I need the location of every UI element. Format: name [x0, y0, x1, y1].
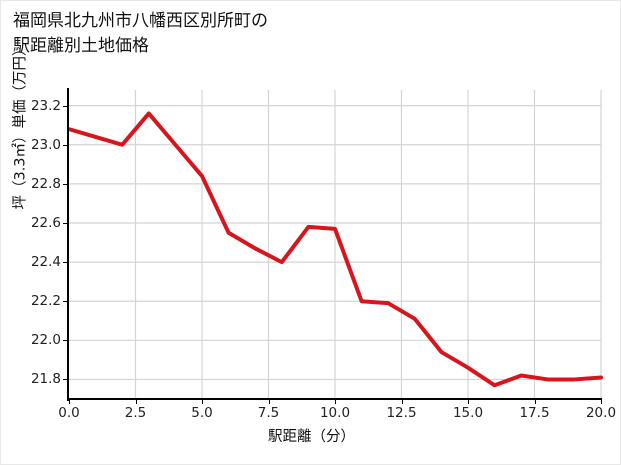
y-tick-mark: [63, 183, 67, 185]
x-tick-mark: [468, 400, 469, 404]
y-tick-label: 22.4: [30, 254, 61, 271]
x-tick-label: 7.5: [257, 405, 280, 421]
x-tick-mark: [202, 400, 203, 404]
y-tick-mark: [63, 379, 67, 381]
x-tick-mark: [534, 400, 536, 404]
x-axis-spine: [67, 398, 602, 400]
y-tick-mark: [63, 301, 67, 303]
y-tick-label: 22.6: [30, 214, 61, 231]
y-tick-label: 22.8: [30, 175, 61, 192]
y-tick-label: 22.2: [30, 293, 61, 310]
x-tick-label: 5.0: [191, 405, 213, 421]
y-axis-label: 坪（3.3㎡）単価（万円）: [12, 41, 29, 210]
price-line-series: [67, 111, 603, 388]
x-tick-mark: [268, 400, 270, 404]
y-tick-mark: [63, 222, 67, 224]
x-tick-label: 10.0: [319, 405, 351, 421]
x-tick-mark: [335, 400, 336, 404]
y-tick-mark: [63, 262, 67, 264]
chart-title: 福岡県北九州市八幡西区別所町の 駅距離別土地価格: [13, 11, 268, 56]
y-tick-mark: [63, 144, 67, 146]
x-tick-label: 12.5: [386, 405, 417, 421]
y-tick-label: 23.0: [30, 136, 61, 153]
x-tick-label: 0.0: [58, 405, 80, 421]
x-tick-mark: [401, 400, 403, 404]
data-line: [67, 111, 603, 388]
y-axis-spine: [67, 88, 69, 401]
grid-lines: [69, 90, 602, 399]
x-tick-label: 17.5: [519, 405, 550, 421]
x-axis-label: 駅距離（分）: [268, 429, 355, 445]
x-tick-label: 15.0: [452, 405, 484, 421]
y-tick-mark: [63, 105, 67, 107]
y-tick-mark: [63, 340, 67, 342]
x-tick-mark: [135, 400, 137, 404]
x-tick-mark: [601, 400, 602, 404]
y-tick-label: 21.8: [30, 371, 61, 388]
x-tick-label: 2.5: [124, 405, 147, 421]
y-tick-label: 23.2: [30, 97, 61, 114]
y-tick-label: 22.0: [30, 332, 61, 349]
plot-area: [67, 90, 603, 399]
x-tick-mark: [69, 400, 70, 404]
x-tick-label: 20.0: [585, 405, 617, 421]
